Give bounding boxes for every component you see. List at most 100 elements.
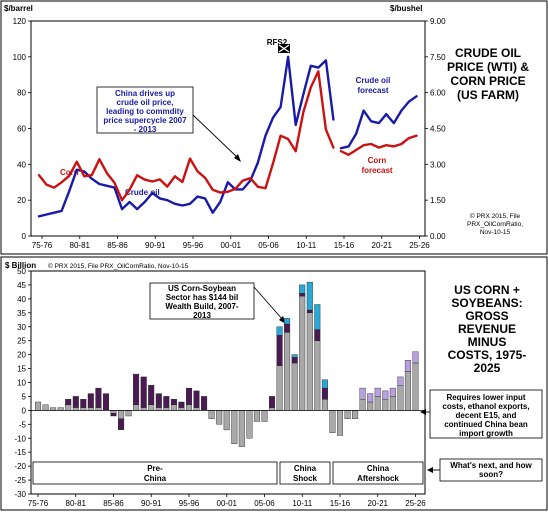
arrow-head — [427, 467, 433, 473]
corn-a-bar — [118, 410, 125, 419]
x-tick-label: 20-21 — [368, 499, 389, 508]
arrow-head — [234, 154, 241, 162]
corn-b-bar — [321, 387, 328, 400]
bottom-source: © PRX 2015, File PRX_OilCornRatio, Nov-1… — [48, 262, 189, 270]
corn-label: Corn — [60, 168, 79, 177]
x-tick-label: 75-76 — [28, 499, 49, 508]
corn-a-bar — [412, 362, 419, 411]
annotation-line: US Corn-Soybean — [168, 284, 236, 293]
x-tick-label: 25-26 — [405, 499, 426, 508]
era-box-pre-china — [32, 461, 278, 485]
soy-a-bar — [291, 354, 298, 358]
era-boxes: Pre- China China Shock China Aftershock — [32, 461, 424, 485]
y-tick-label-left: 40 — [17, 160, 26, 169]
requirements-annotation-box — [429, 389, 543, 439]
source-line: © PRX 2015, File — [470, 212, 521, 220]
annotation-line: costs, ethanol exports, — [442, 402, 529, 411]
corn-a-bar — [291, 362, 298, 411]
wealth-annotation-box — [149, 282, 255, 320]
bottom-title-line: REVENUE — [458, 322, 516, 336]
corn-b-bar — [178, 401, 185, 408]
soy-b-bar — [382, 390, 389, 400]
annotation-line: soon? — [479, 470, 503, 479]
x-tick-label: 85-86 — [107, 241, 128, 250]
top-title: CRUDE OIL PRICE (WTI) & CORN PRICE (US F… — [447, 46, 529, 102]
corn-a-bar — [389, 396, 396, 411]
y-tick-label: -10 — [14, 434, 26, 443]
y-tick-label-right: 4.50 — [430, 125, 446, 134]
corn-b-bar — [284, 323, 291, 333]
china-annotation: China drives up crude oil price, leading… — [96, 86, 241, 162]
y-tick-label: -5 — [19, 420, 27, 429]
annotation-arrow — [253, 286, 284, 321]
y-tick-label-left: 20 — [17, 196, 26, 205]
soy-b-bar — [374, 387, 381, 397]
corn-b-bar — [148, 385, 155, 405]
corn-b-bar — [133, 373, 140, 406]
corn-b-bar — [314, 329, 321, 341]
y-tick-label: -15 — [14, 448, 26, 457]
y-tick-label-right: 3.00 — [430, 160, 446, 169]
corn-a-bar — [42, 404, 49, 411]
corn-a-bar — [65, 404, 72, 411]
crude-oil-label: Crude oil — [125, 188, 160, 197]
soy-b-bar — [359, 387, 366, 400]
x-tick-label: 20-21 — [372, 241, 393, 250]
bottom-panel: $ Billion © PRX 2015, File PRX_OilCornRa… — [0, 256, 548, 511]
corn-a-bar — [246, 410, 253, 439]
x-tick-label: 25-26 — [409, 241, 430, 250]
corn-a-bar — [35, 401, 42, 411]
corn-a-bar — [238, 410, 245, 447]
corn-b-bar — [80, 399, 87, 408]
corn-a-bar — [321, 399, 328, 411]
x-tick-label: 75-76 — [32, 241, 53, 250]
corn-a-bar — [306, 312, 313, 411]
china-annotation-box — [96, 86, 194, 134]
corn-a-bar — [397, 385, 404, 411]
annotation-arrow — [192, 114, 239, 159]
soy-a-bar — [284, 318, 291, 325]
crude-oil-forecast-label: forecast — [357, 86, 388, 95]
y-tick-label-right: 0.00 — [430, 232, 446, 241]
requirements-annotation: Requires lower input costs, ethanol expo… — [420, 389, 543, 439]
corn-b-bar — [87, 393, 94, 408]
y-tick-label-left: 80 — [17, 89, 26, 98]
soy-b-bar — [397, 376, 404, 386]
top-panel: $/barrel $/bushel CRUDE OIL PRICE (WTI) … — [0, 0, 548, 255]
corn-b-bar — [140, 376, 147, 408]
y-tick-label: 30 — [17, 323, 26, 332]
era-label: China — [144, 474, 167, 483]
corn-b-bar — [269, 396, 276, 408]
x-tick-label: 15-16 — [334, 241, 355, 250]
y-tick-label-left: 0 — [22, 232, 27, 241]
y-tick-label: 25 — [17, 337, 26, 346]
top-source-note: © PRX 2015, File PRX_OilCornRatio, Nov-1… — [467, 212, 523, 236]
y-tick-label: 50 — [17, 267, 26, 276]
x-tick-label: 85-86 — [103, 499, 124, 508]
rfs2-marker: RFS2 — [267, 38, 290, 53]
bottom-title-line: US CORN + — [454, 283, 520, 297]
annotation-line: What's next, and how — [450, 461, 532, 470]
soy-b-bar — [389, 387, 396, 397]
bottom-chart-marks: -30 -25 -20 -15 -10 -5 0 5 10 15 20 25 30 35 40 45 50 75-… — [14, 267, 426, 508]
x-tick-label: 95-96 — [183, 241, 204, 250]
y-tick-label: 20 — [17, 351, 26, 360]
corn-b-bar — [185, 387, 192, 406]
soy-a-bar — [306, 281, 313, 311]
top-title-line: CORN PRICE — [450, 74, 525, 88]
corn-a-bar — [329, 410, 336, 433]
corn-b-bar — [306, 309, 313, 313]
x-tick-label: 90-91 — [141, 499, 162, 508]
bottom-title-line: 2025 — [474, 361, 501, 375]
annotation-line: price supercycle 2007 — [103, 116, 187, 125]
corn-b-bar — [102, 393, 109, 411]
corn-a-bar — [170, 404, 177, 411]
annotation-line: - 2013 — [134, 125, 157, 134]
corn-line — [37, 70, 335, 202]
bottom-title-line: SOYBEANS: — [451, 296, 522, 310]
annotation-line: leading to commdity — [106, 107, 184, 116]
bottom-title-line: COSTS, 1975- — [448, 348, 527, 362]
rfs2-label: RFS2 — [267, 38, 288, 47]
y-tick-label: 40 — [17, 295, 26, 304]
